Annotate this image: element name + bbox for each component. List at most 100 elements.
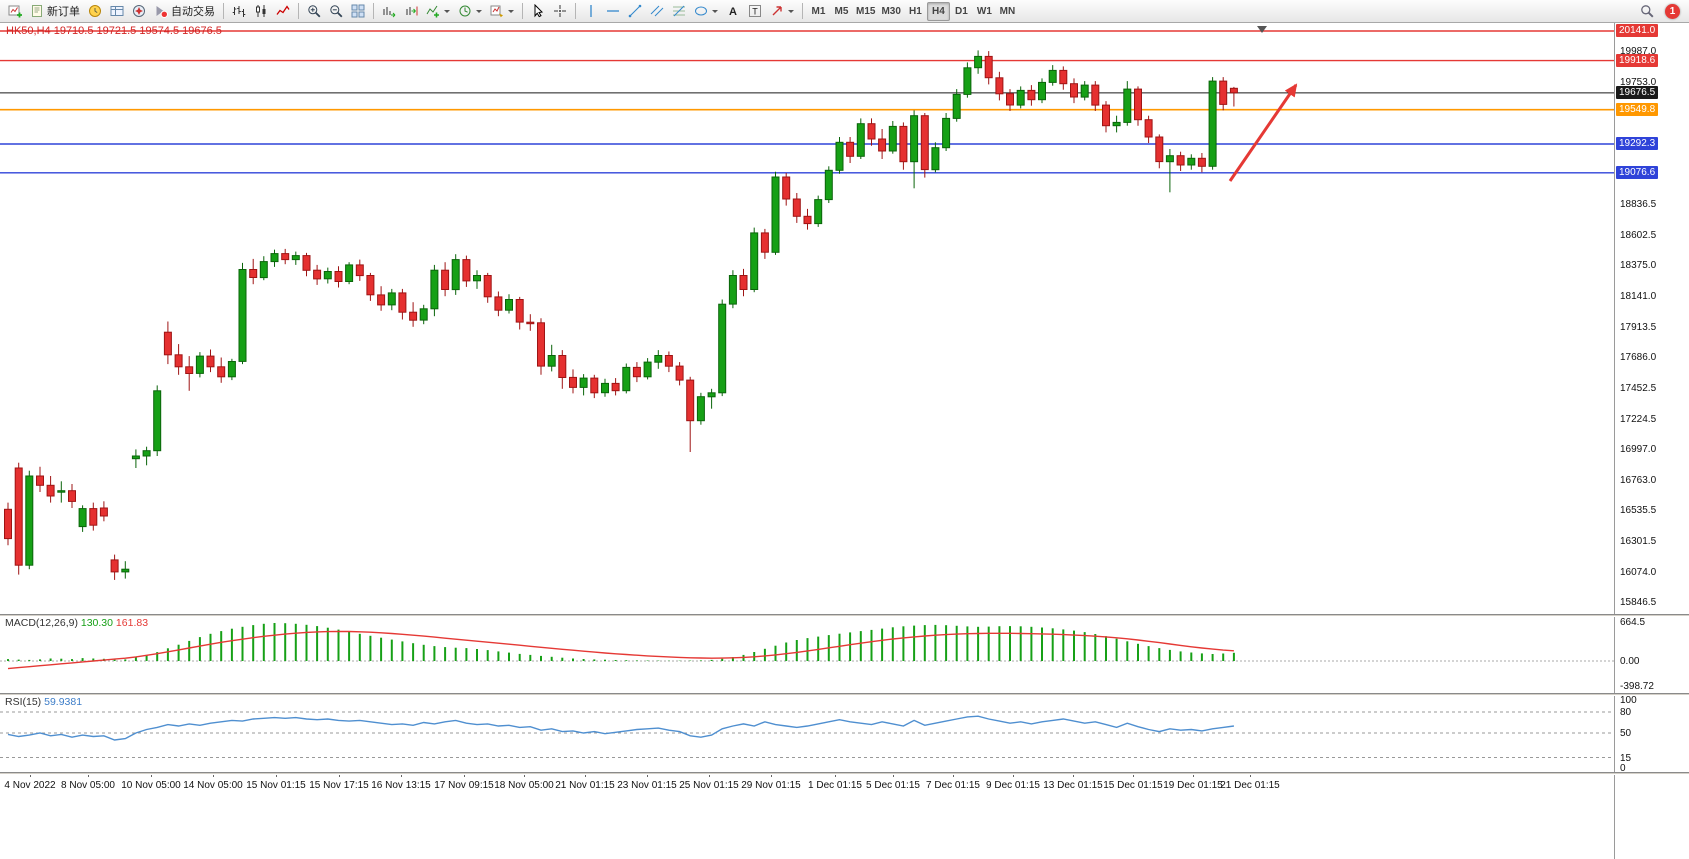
templates-button[interactable] bbox=[486, 2, 518, 21]
chart-plot-area[interactable]: HK50,H4 19710.5 19721.5 19574.5 19676.5 … bbox=[0, 23, 1614, 859]
data-window-button[interactable] bbox=[106, 2, 128, 21]
hline-icon bbox=[606, 4, 620, 18]
trend-arrow[interactable] bbox=[1228, 83, 1298, 182]
price-axis-label: 19753.0 bbox=[1620, 76, 1657, 88]
cursor-button[interactable] bbox=[527, 2, 549, 21]
time-axis-tick bbox=[893, 773, 894, 777]
dropdown-caret-icon bbox=[476, 9, 482, 13]
svg-text:T: T bbox=[752, 7, 758, 17]
navigator-icon bbox=[132, 4, 146, 18]
dropdown-caret-icon bbox=[712, 9, 718, 13]
panel-separator[interactable] bbox=[0, 693, 1689, 696]
horizontal-line-button[interactable] bbox=[602, 2, 624, 21]
time-axis-tick bbox=[1250, 773, 1251, 777]
timeframe-w1[interactable]: W1 bbox=[973, 2, 996, 21]
chart-window: HK50,H4 19710.5 19721.5 19574.5 19676.5 … bbox=[0, 23, 1689, 859]
data-window-icon bbox=[110, 4, 124, 18]
search-button[interactable] bbox=[1636, 2, 1658, 21]
cursor-icon bbox=[531, 4, 545, 18]
shapes-button[interactable] bbox=[690, 2, 722, 21]
periods-icon bbox=[458, 4, 472, 18]
panel-separator[interactable] bbox=[0, 772, 1689, 775]
macd-axis-label: 0.00 bbox=[1620, 656, 1640, 667]
time-axis-tick bbox=[835, 773, 836, 777]
time-axis[interactable]: 4 Nov 2022 8 Nov 05:00 10 Nov 05:00 14 Nov … bbox=[0, 773, 1614, 797]
timeframe-mn[interactable]: MN bbox=[996, 2, 1019, 21]
time-axis-label: 23 Nov 01:15 bbox=[617, 780, 677, 791]
text-button[interactable]: A bbox=[722, 2, 744, 21]
text-a-icon: A bbox=[726, 4, 740, 18]
horizontal-lines[interactable] bbox=[0, 30, 1614, 174]
time-axis-label: 8 Nov 05:00 bbox=[61, 780, 115, 791]
macd-value: 130.30 bbox=[80, 617, 113, 629]
price-axis-label: 16997.0 bbox=[1620, 443, 1657, 455]
time-axis-tick bbox=[1193, 773, 1194, 777]
timeframe-d1[interactable]: D1 bbox=[950, 2, 973, 21]
new-order-button[interactable]: 新订单 bbox=[26, 2, 84, 21]
time-axis-label: 16 Nov 13:15 bbox=[371, 780, 431, 791]
channel-button[interactable] bbox=[646, 2, 668, 21]
rsi-line bbox=[7, 715, 1234, 741]
toolbar-separator bbox=[223, 3, 224, 19]
tile-windows-button[interactable] bbox=[347, 2, 369, 21]
zoom-in-button[interactable] bbox=[303, 2, 325, 21]
toolbar-separator bbox=[802, 3, 803, 19]
text-label-button[interactable]: T bbox=[744, 2, 766, 21]
chart-shift-button[interactable] bbox=[400, 2, 422, 21]
timeframe-h4[interactable]: H4 bbox=[926, 1, 950, 21]
timeframe-h1-label: H1 bbox=[909, 5, 922, 17]
crosshair-button[interactable] bbox=[549, 2, 571, 21]
time-axis-tick bbox=[771, 773, 772, 777]
navigator-button[interactable] bbox=[128, 2, 150, 21]
indicators-button[interactable] bbox=[422, 2, 454, 21]
time-axis-tick bbox=[585, 773, 586, 777]
timeframe-w1-label: W1 bbox=[976, 5, 992, 17]
timeframe-m30[interactable]: M30 bbox=[878, 2, 903, 21]
trendline-button[interactable] bbox=[624, 2, 646, 21]
auto-trading-button[interactable]: 自动交易 bbox=[150, 2, 219, 21]
time-axis-tick bbox=[88, 773, 89, 777]
time-axis-tick bbox=[213, 773, 214, 777]
chart-shift-marker-icon[interactable] bbox=[1257, 26, 1267, 33]
line-chart-button[interactable] bbox=[272, 2, 294, 21]
candlestick-chart-button[interactable] bbox=[250, 2, 272, 21]
macd-label: MACD(12,26,9) 130.30 161.83 bbox=[5, 617, 148, 629]
time-axis-label: 18 Nov 05:00 bbox=[494, 780, 554, 791]
rsi-axis-label: 80 bbox=[1620, 707, 1632, 718]
timeframe-m5-label: M5 bbox=[834, 5, 849, 17]
time-axis-tick bbox=[464, 773, 465, 777]
auto-scroll-button[interactable] bbox=[378, 2, 400, 21]
timeframe-m1[interactable]: M1 bbox=[807, 2, 830, 21]
zoom-in-icon bbox=[307, 4, 321, 18]
line-chart-icon bbox=[276, 4, 290, 18]
magnifier-icon bbox=[1640, 4, 1654, 18]
chart-ohlc: 19710.5 19721.5 19574.5 19676.5 bbox=[53, 25, 222, 37]
market-watch-button[interactable] bbox=[84, 2, 106, 21]
fibonacci-button[interactable] bbox=[668, 2, 690, 21]
macd-indicator-panel[interactable] bbox=[0, 615, 1614, 693]
rsi-indicator-panel[interactable] bbox=[0, 694, 1614, 772]
dropdown-caret-icon bbox=[508, 9, 514, 13]
arrows-button[interactable] bbox=[766, 2, 798, 21]
vertical-line-button[interactable] bbox=[580, 2, 602, 21]
timeframe-m1-label: M1 bbox=[811, 5, 826, 17]
trendline-icon bbox=[628, 4, 642, 18]
time-axis-tick bbox=[953, 773, 954, 777]
periods-button[interactable] bbox=[454, 2, 486, 21]
time-axis-tick bbox=[709, 773, 710, 777]
candlestick-chart[interactable] bbox=[0, 23, 1614, 614]
timeframe-h1[interactable]: H1 bbox=[904, 2, 927, 21]
notification-badge[interactable]: 1 bbox=[1665, 3, 1680, 19]
timeframe-m15[interactable]: M15 bbox=[853, 2, 878, 21]
new-chart-button[interactable] bbox=[4, 2, 26, 21]
rsi-value: 59.9381 bbox=[44, 696, 83, 708]
text-t-icon: T bbox=[748, 4, 762, 18]
toolbar-buttons: 新订单 自动交易 A T M1 M5 M15 M30 H1 H4 D1 W1 MN bbox=[4, 0, 1019, 22]
zoom-out-icon bbox=[329, 4, 343, 18]
timeframe-m5[interactable]: M5 bbox=[830, 2, 853, 21]
zoom-out-button[interactable] bbox=[325, 2, 347, 21]
price-axis[interactable]: 19987.019753.019525.018836.518602.518375… bbox=[1614, 23, 1689, 859]
panel-separator[interactable] bbox=[0, 614, 1689, 617]
shapes-icon bbox=[694, 4, 708, 18]
bar-chart-button[interactable] bbox=[228, 2, 250, 21]
